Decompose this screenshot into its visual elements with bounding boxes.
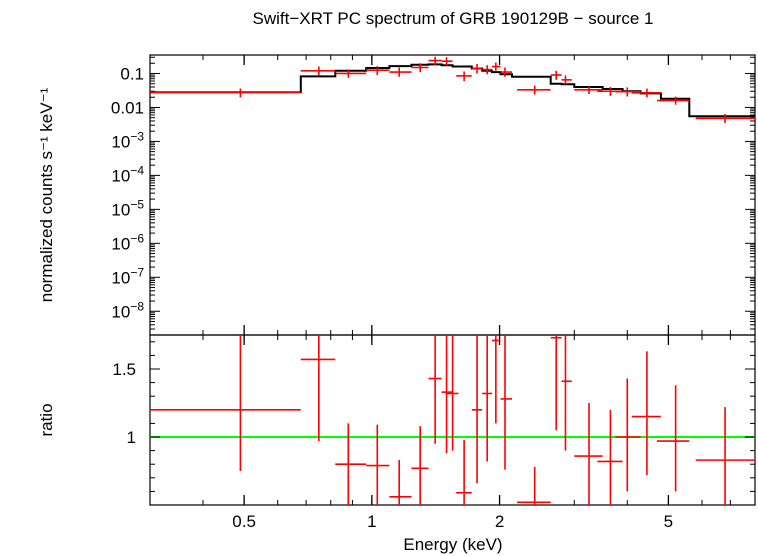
data-point: [550, 335, 562, 431]
data-point: [695, 114, 755, 123]
data-point: [456, 71, 472, 82]
data-point: [597, 409, 623, 505]
data-point: [631, 88, 661, 98]
data-point: [631, 351, 661, 476]
data-point: [150, 88, 301, 98]
y-tick-label: 0.1: [120, 64, 144, 83]
ratio-y-ticks: 11.5: [112, 341, 755, 506]
data-point: [150, 335, 301, 471]
data-point: [428, 56, 442, 66]
x-tick-label: 2: [495, 512, 504, 531]
y-tick-label: 10−4: [111, 163, 144, 185]
y-tick-label: 0.01: [111, 98, 144, 117]
data-point: [482, 65, 493, 75]
data-point: [456, 439, 472, 505]
data-point: [411, 63, 429, 73]
data-point: [615, 378, 641, 492]
data-point: [411, 426, 429, 505]
data-point: [500, 335, 513, 470]
data-point: [335, 423, 367, 505]
data-point: [492, 335, 501, 424]
x-axis-label: Energy (keV): [403, 535, 502, 554]
y-tick-label: 10−3: [111, 129, 144, 151]
data-point: [482, 335, 493, 462]
x-tick-label: 1: [367, 512, 376, 531]
data-point: [517, 85, 551, 95]
y-tick-label: 1.5: [112, 360, 136, 379]
y-tick-label: 10−7: [111, 265, 144, 287]
x-tick-label: 0.5: [232, 512, 256, 531]
data-point: [446, 335, 459, 451]
data-point: [428, 335, 442, 444]
chart-title: Swift−XRT PC spectrum of GRB 190129B − s…: [253, 9, 654, 28]
spectrum-x-ticks: [149, 55, 756, 335]
y-tick-label: 10−6: [111, 231, 144, 253]
data-point: [615, 87, 641, 97]
data-point: [389, 67, 412, 77]
data-point: [300, 66, 336, 76]
data-point: [471, 335, 483, 484]
spectrum-panel: 0.1 0.01 10−3 10−4 10−5 10−6 10−7 10−8 normaliz…: [37, 54, 756, 336]
spectrum-y-ticks: 0.1 0.01 10−3 10−4 10−5 10−6 10−7 10−8: [111, 56, 755, 336]
data-point: [656, 385, 690, 492]
ratio-panel: 11.5 0.5 1 2 5 ratio: [37, 334, 756, 531]
data-point: [574, 85, 603, 94]
data-point: [574, 403, 603, 505]
ratio-x-ticks: 0.5 1 2 5: [149, 335, 756, 531]
ratio-data-points: [150, 335, 755, 505]
x-tick-label: 5: [664, 512, 673, 531]
data-point: [500, 67, 513, 77]
data-point: [695, 407, 755, 505]
spectrum-data-points: [150, 56, 755, 123]
data-point: [300, 335, 336, 442]
data-point: [517, 466, 551, 505]
data-point: [389, 460, 412, 505]
spectrum-y-axis-label: normalized counts s⁻¹ keV⁻¹: [37, 87, 56, 302]
data-point: [656, 96, 690, 105]
data-point: [366, 66, 390, 76]
data-point: [561, 75, 572, 85]
ratio-y-axis-label: ratio: [37, 403, 56, 436]
y-tick-label: 1: [127, 428, 136, 447]
data-point: [335, 69, 367, 78]
y-tick-label: 10−8: [111, 299, 144, 321]
data-point: [441, 57, 453, 66]
data-point: [471, 64, 483, 74]
data-point: [550, 70, 562, 80]
y-tick-label: 10−5: [111, 197, 144, 219]
data-point: [561, 335, 572, 451]
data-point: [492, 62, 501, 71]
data-point: [366, 424, 390, 505]
